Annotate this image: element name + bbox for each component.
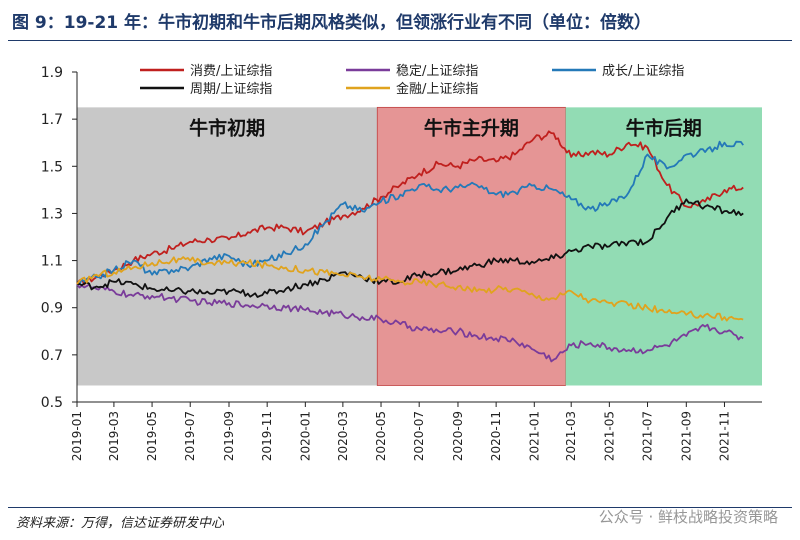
x-tick-label: 2021-11: [717, 411, 731, 461]
x-tick-label: 2020-11: [489, 411, 503, 461]
line-chart: 牛市初期 牛市主升期 牛市后期 0.5 0.7 0.9 1.1 1.3 1.5 1.7 1.9 20…: [41, 63, 762, 461]
y-tick-label: 1.9: [41, 65, 63, 81]
watermark: 公众号 · 鲜枝战略投资策略: [598, 508, 778, 526]
x-tick-label: 2020-03: [336, 411, 350, 461]
x-tick-label: 2020-05: [374, 411, 388, 461]
x-tick-label: 2019-03: [107, 411, 121, 461]
y-tick-label: 1.5: [41, 159, 63, 175]
x-tick-label: 2020-07: [412, 411, 426, 461]
x-tick-label: 2019-07: [183, 411, 197, 461]
x-tick-label: 2021-05: [602, 411, 616, 461]
series-line-1: [76, 130, 744, 286]
period-regions: [77, 106, 762, 386]
title-rule: [8, 40, 792, 41]
figure-title: 图 9：19-21 年：牛市初期和牛市后期风格类似，但领涨行业有不同（单位：倍数…: [12, 13, 652, 33]
x-tick-label: 2019-11: [260, 411, 274, 461]
x-tick-label: 2021-07: [641, 411, 655, 461]
region-label-2: 牛市主升期: [424, 116, 519, 139]
region-1: [77, 107, 378, 386]
y-tick-label: 1.3: [41, 206, 63, 222]
region-label-3: 牛市后期: [626, 116, 702, 139]
series-line-3: [76, 140, 744, 286]
y-tick-label: 1.7: [41, 112, 63, 128]
region-label-1: 牛市初期: [189, 116, 265, 139]
chart-axes: 0.5 0.7 0.9 1.1 1.3 1.5 1.7 1.9 2019-01 2019-03 20…: [41, 65, 762, 461]
source-note: 资料来源：万得，信达证券研发中心: [16, 516, 225, 531]
y-tick-label: 1.1: [41, 254, 63, 270]
legend-label-3: 成长/上证综指: [602, 64, 684, 79]
legend-label-5: 金融/上证综指: [396, 81, 478, 97]
x-tick-label: 2019-01: [70, 411, 84, 461]
x-tick-label: 2020-01: [298, 411, 312, 461]
y-tick-label: 0.5: [41, 395, 63, 411]
y-tick-label: 0.9: [41, 301, 63, 317]
y-tick-label: 0.7: [41, 348, 63, 364]
series-line-4: [76, 198, 744, 298]
footer-rule: [8, 507, 792, 508]
period-region-labels: 牛市初期 牛市主升期 牛市后期: [189, 116, 702, 139]
region-2: [376, 106, 566, 386]
x-tick-label: 2021-09: [679, 411, 693, 461]
x-tick-label: 2021-03: [564, 411, 578, 461]
x-tick-label: 2019-09: [222, 411, 236, 461]
x-tick-label: 2020-09: [451, 411, 465, 461]
x-tick-label: 2021-01: [527, 411, 541, 461]
series-line-5: [76, 256, 744, 322]
x-tick-label: 2019-05: [145, 411, 159, 461]
legend-label-4: 周期/上证综指: [190, 82, 272, 97]
region-3: [565, 107, 762, 386]
legend-label-2: 稳定/上证综指: [396, 63, 478, 79]
series-line-2: [76, 283, 744, 363]
series-lines: [76, 130, 744, 363]
legend-label-1: 消费/上证综指: [190, 64, 272, 79]
